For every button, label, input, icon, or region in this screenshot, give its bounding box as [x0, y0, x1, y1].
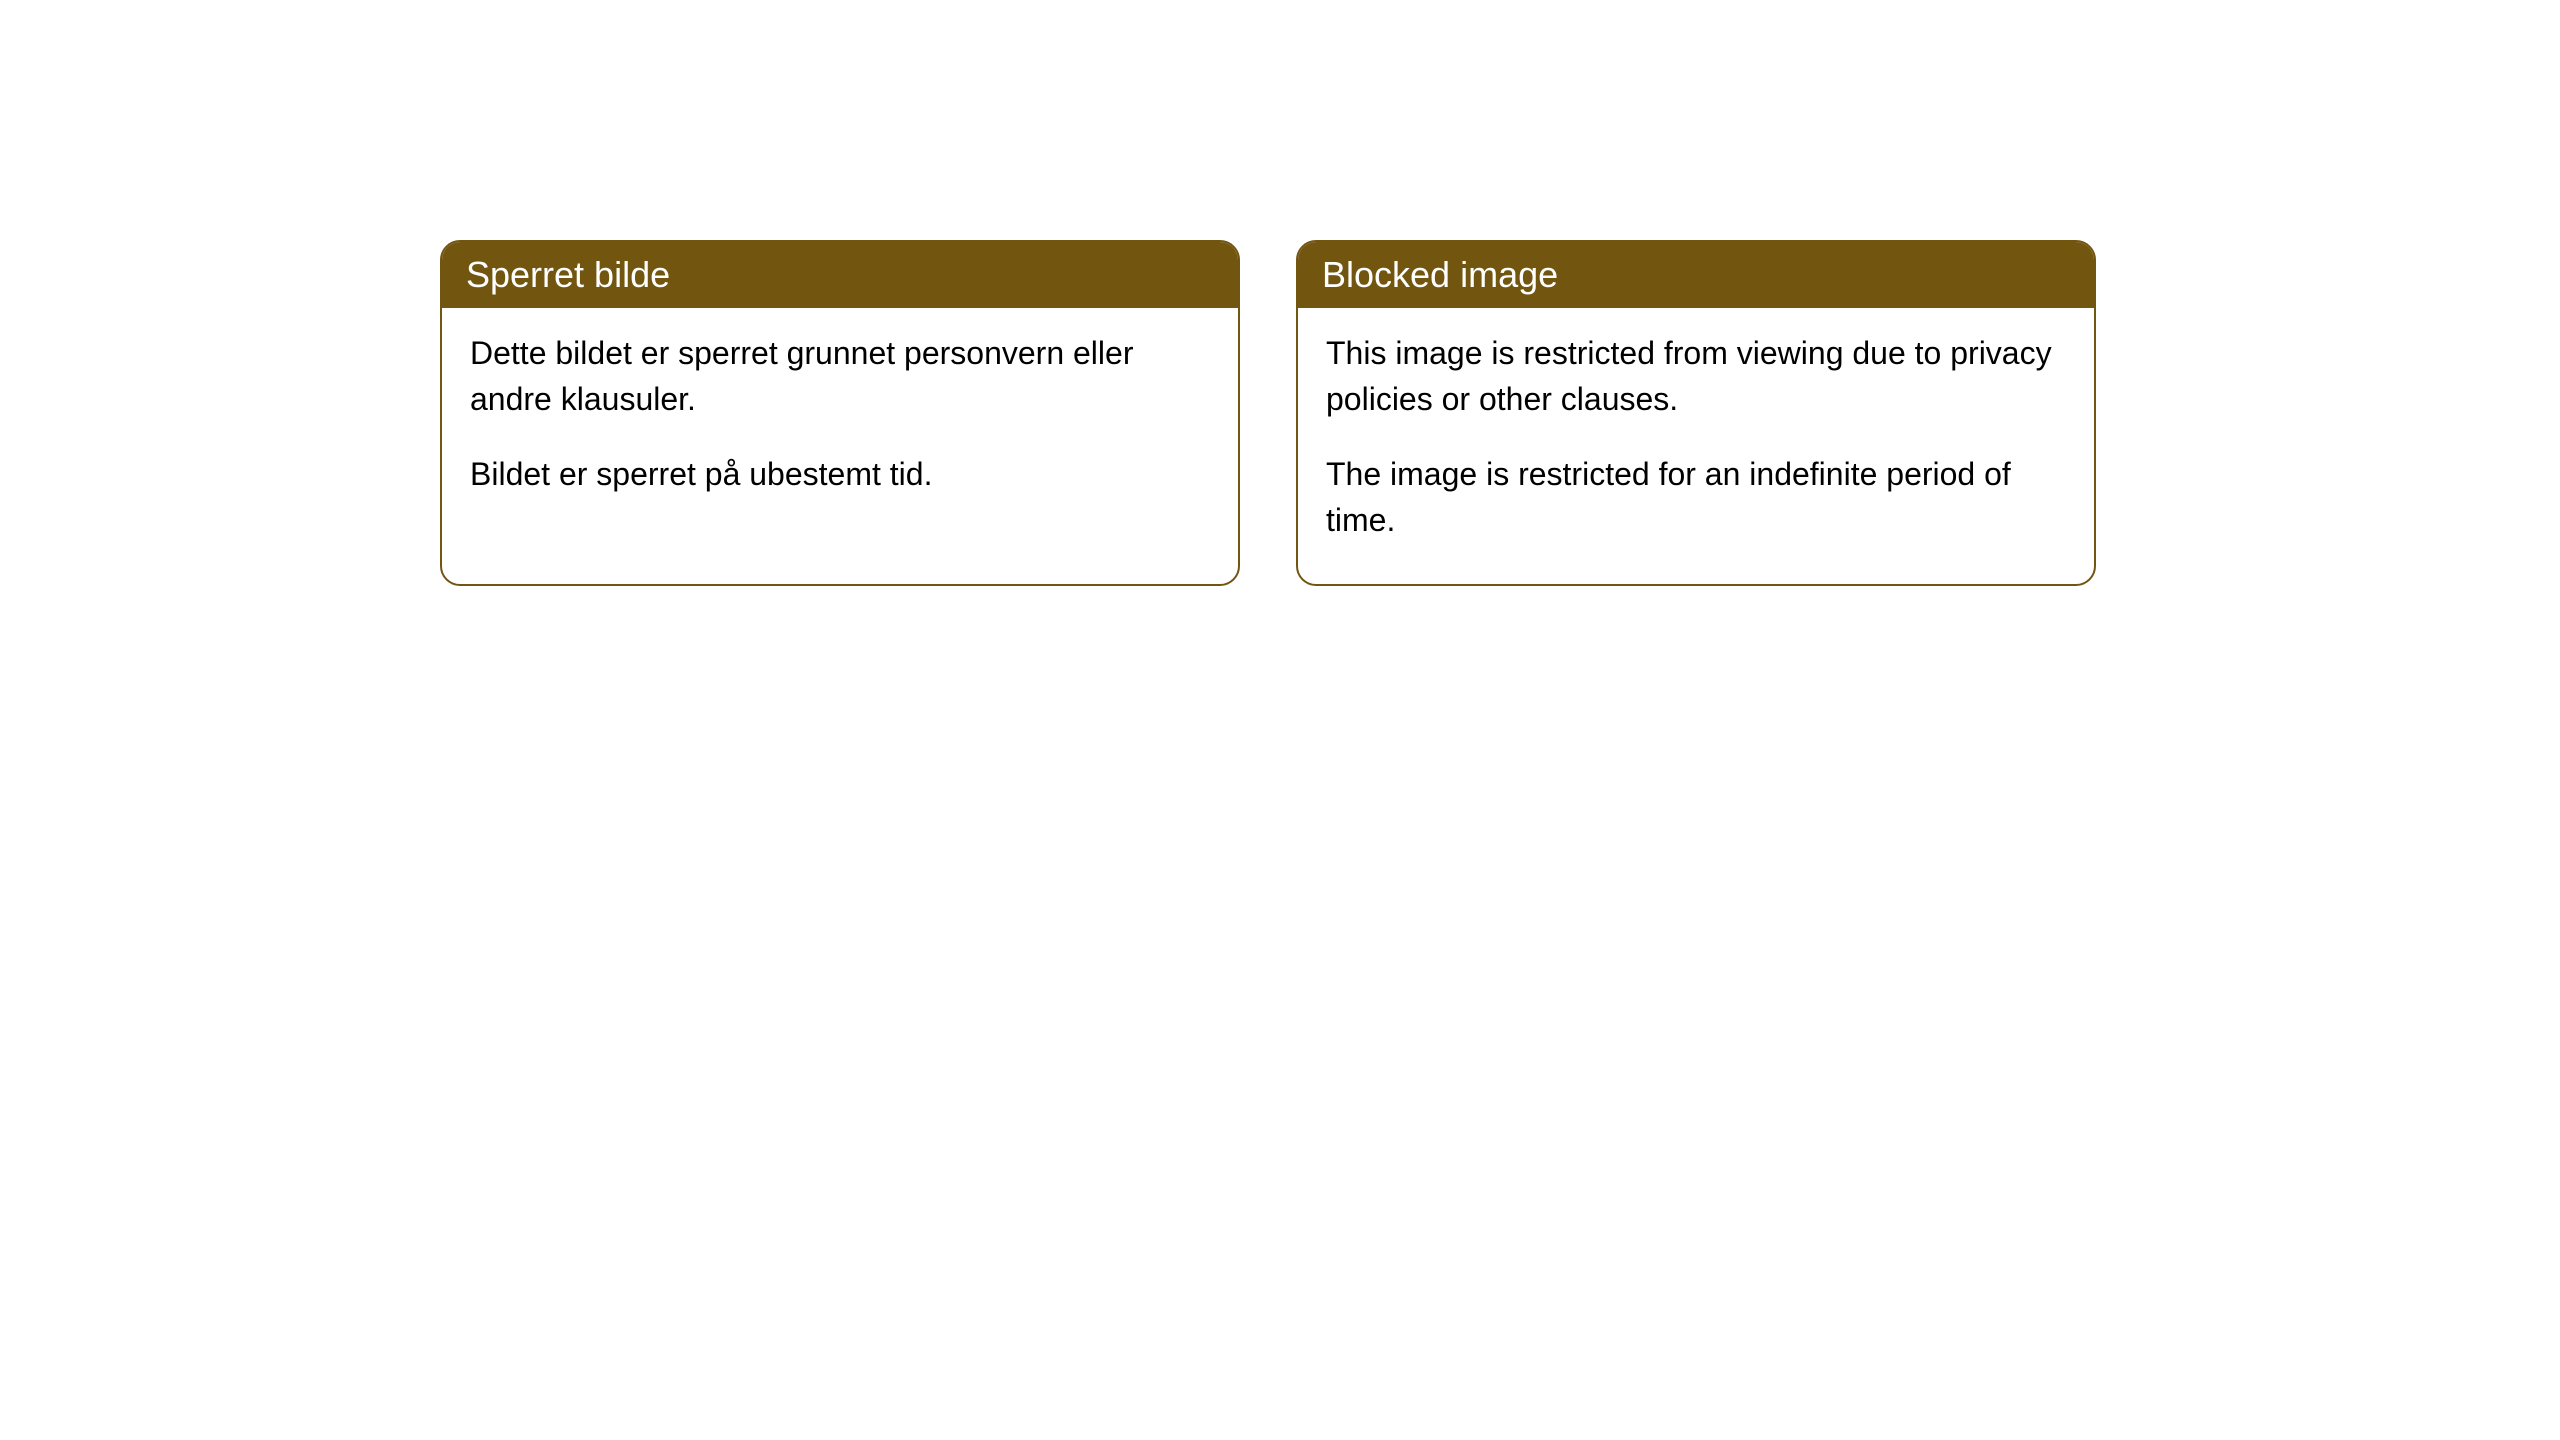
- card-title-norwegian: Sperret bilde: [466, 254, 670, 295]
- blocked-image-card-english: Blocked image This image is restricted f…: [1296, 240, 2096, 586]
- card-body-english: This image is restricted from viewing du…: [1298, 308, 2094, 584]
- card-body-norwegian: Dette bildet er sperret grunnet personve…: [442, 308, 1238, 537]
- card-header-norwegian: Sperret bilde: [442, 242, 1238, 308]
- card-paragraph-2-norwegian: Bildet er sperret på ubestemt tid.: [470, 451, 1210, 497]
- blocked-image-card-norwegian: Sperret bilde Dette bildet er sperret gr…: [440, 240, 1240, 586]
- card-paragraph-1-norwegian: Dette bildet er sperret grunnet personve…: [470, 330, 1210, 423]
- card-title-english: Blocked image: [1322, 254, 1558, 295]
- notice-cards-container: Sperret bilde Dette bildet er sperret gr…: [440, 240, 2560, 586]
- card-paragraph-1-english: This image is restricted from viewing du…: [1326, 330, 2066, 423]
- card-paragraph-2-english: The image is restricted for an indefinit…: [1326, 451, 2066, 544]
- card-header-english: Blocked image: [1298, 242, 2094, 308]
